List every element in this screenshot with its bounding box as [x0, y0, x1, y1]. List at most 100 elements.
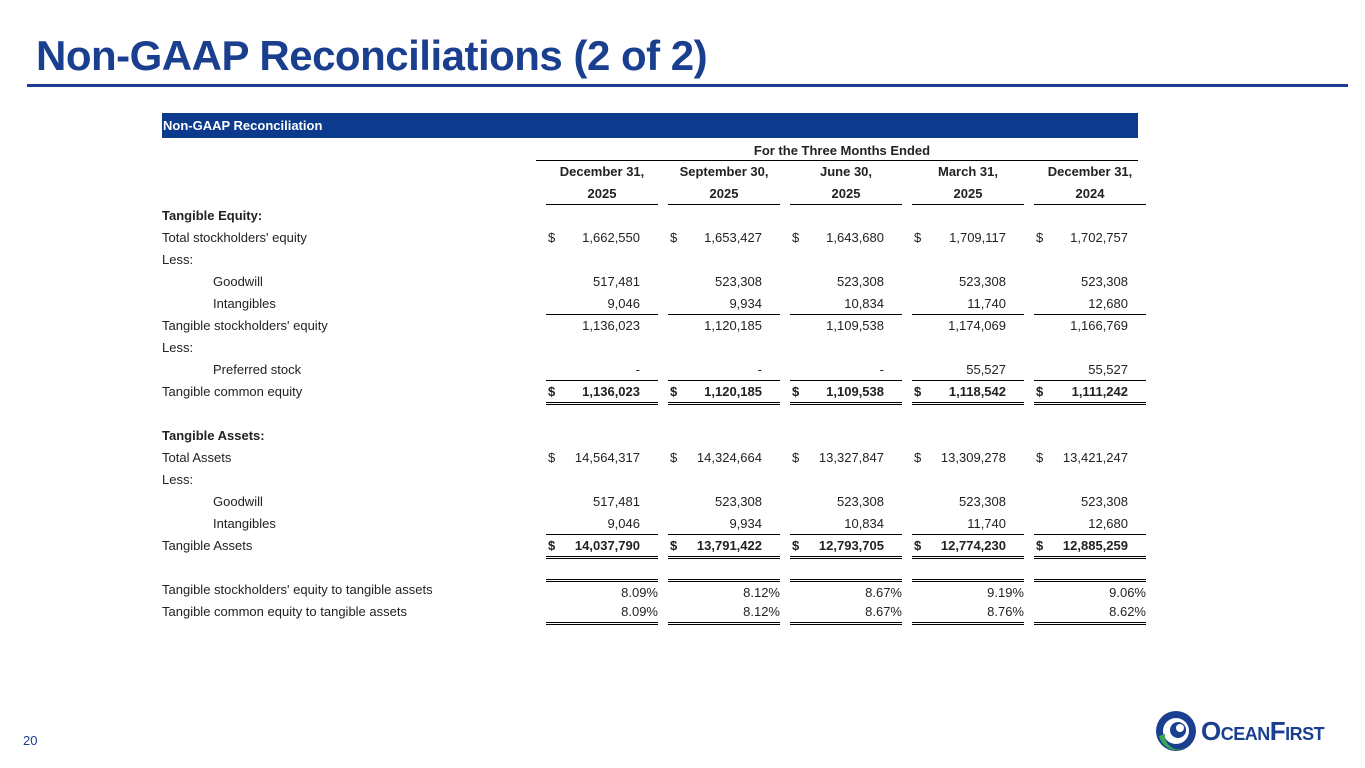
currency-sign: $ [1036, 538, 1044, 553]
value-cell: 9,934 [668, 513, 780, 535]
column-header: 2025 [912, 183, 1024, 205]
value-cell: 12,680 [1034, 513, 1146, 535]
currency-sign: $ [914, 230, 922, 245]
currency-sign: $ [792, 538, 800, 553]
value: 8.12% [743, 604, 780, 619]
currency-sign: $ [914, 450, 922, 465]
value: 12,680 [1088, 296, 1128, 311]
currency-sign: $ [792, 384, 800, 399]
column-header: 2025 [668, 183, 780, 205]
value-cell: 55,527 [1034, 359, 1146, 381]
logo-text: OceanFirst [1201, 715, 1325, 746]
table-row: Goodwill 517,481 523,308 523,308 523,308 523,… [162, 491, 1138, 513]
value-cell: 8.62% [1034, 601, 1146, 625]
value-cell: $1,702,757 [1034, 227, 1146, 249]
value: 14,037,790 [574, 538, 640, 553]
value-cell: - [790, 359, 902, 381]
value: 14,564,317 [574, 450, 640, 465]
header-spacer [162, 183, 536, 205]
column-header: 2025 [546, 183, 658, 205]
value-cell: 9,934 [668, 293, 780, 315]
column-header: December 31, [559, 164, 645, 179]
column-header: 2025 [790, 183, 902, 205]
row-label: Less: [162, 252, 194, 267]
value-cell: 523,308 [912, 491, 1024, 513]
value-cell: 11,740 [912, 513, 1024, 535]
value-cell: 523,308 [790, 491, 902, 513]
row-label: Total stockholders' equity [162, 230, 307, 245]
value: 55,527 [1088, 362, 1128, 377]
table-row: Preferred stock - - - 55,527 55,527 [162, 359, 1146, 381]
value-cell: 9,046 [546, 293, 658, 315]
value: 523,308 [837, 494, 884, 509]
value-cell: 8.09% [546, 601, 658, 625]
table-row: Tangible stockholders' equity to tangibl… [162, 579, 1146, 601]
header-row: 2025 2025 2025 2025 2024 [162, 183, 1146, 205]
value: 8.12% [743, 585, 780, 600]
value-cell: $1,709,117 [912, 227, 1024, 249]
value-cell: $13,327,847 [790, 447, 902, 469]
value: 9,934 [729, 516, 762, 531]
value-cell: $1,120,185 [668, 381, 780, 405]
value-cell: 523,308 [912, 271, 1024, 293]
currency-sign: $ [914, 384, 922, 399]
row-label: Tangible common equity [162, 384, 303, 399]
value: 1,109,538 [826, 318, 884, 333]
value: 13,421,247 [1062, 450, 1128, 465]
value-cell: 1,136,023 [546, 315, 658, 337]
value: - [757, 362, 762, 377]
column-header: December 31, [1047, 164, 1133, 179]
value-cell: $1,109,538 [790, 381, 902, 405]
currency-sign: $ [792, 230, 800, 245]
value: 8.62% [1109, 604, 1146, 619]
table-row: Tangible Assets: [162, 425, 1138, 447]
table-caption: Non-GAAP Reconciliation [162, 113, 1138, 138]
value: 14,324,664 [696, 450, 762, 465]
value: 9.19% [987, 585, 1024, 600]
value-cell: $1,653,427 [668, 227, 780, 249]
table-row: Tangible stockholders' equity 1,136,023 1,… [162, 315, 1138, 337]
row-label: Intangibles [213, 516, 276, 531]
table-row: Tangible Equity: [162, 205, 1138, 227]
slide-title: Non-GAAP Reconciliations (2 of 2) [36, 32, 708, 79]
currency-sign: $ [548, 450, 556, 465]
value-cell: 8.67% [790, 579, 902, 601]
value: 1,653,427 [704, 230, 762, 245]
value: 13,327,847 [818, 450, 884, 465]
value: 517,481 [593, 274, 640, 289]
value-cell: 1,174,069 [912, 315, 1024, 337]
value: 11,740 [967, 296, 1006, 311]
value: 1,643,680 [826, 230, 884, 245]
table-row: Goodwill 517,481 523,308 523,308 523,308 523,… [162, 271, 1138, 293]
row-label: Less: [162, 472, 194, 487]
value-cell: $12,793,705 [790, 535, 902, 559]
value: 12,774,230 [940, 538, 1006, 553]
value-cell: $13,309,278 [912, 447, 1024, 469]
value-cell: 523,308 [668, 271, 780, 293]
value: 8.09% [621, 604, 658, 619]
title-rule [27, 84, 1348, 87]
value: 8.76% [987, 604, 1024, 619]
value: 9,046 [607, 516, 640, 531]
currency-sign: $ [548, 384, 556, 399]
column-header: March 31, [938, 164, 998, 179]
value-cell: $12,885,259 [1034, 535, 1146, 559]
value-cell: 8.09% [546, 579, 658, 601]
value: 12,680 [1088, 516, 1128, 531]
logo-icon [1156, 711, 1196, 751]
value-cell: 10,834 [790, 513, 902, 535]
value: 1,136,023 [582, 384, 640, 399]
value-cell: 8.12% [668, 601, 780, 625]
row-label: Preferred stock [213, 362, 302, 377]
value: 55,527 [966, 362, 1006, 377]
value: 9,934 [729, 296, 762, 311]
value-cell: 10,834 [790, 293, 902, 315]
value: 517,481 [593, 494, 640, 509]
table-row: Intangibles 9,046 9,934 10,834 11,740 12,680 [162, 513, 1146, 535]
value: 1,709,117 [949, 230, 1006, 245]
row-label: Tangible stockholders' equity to tangibl… [162, 582, 433, 597]
value: 11,740 [967, 516, 1006, 531]
table-row: Total Assets $14,564,317 $14,324,664 $13,32… [162, 447, 1138, 469]
currency-sign: $ [792, 450, 800, 465]
value: 8.09% [621, 585, 658, 600]
